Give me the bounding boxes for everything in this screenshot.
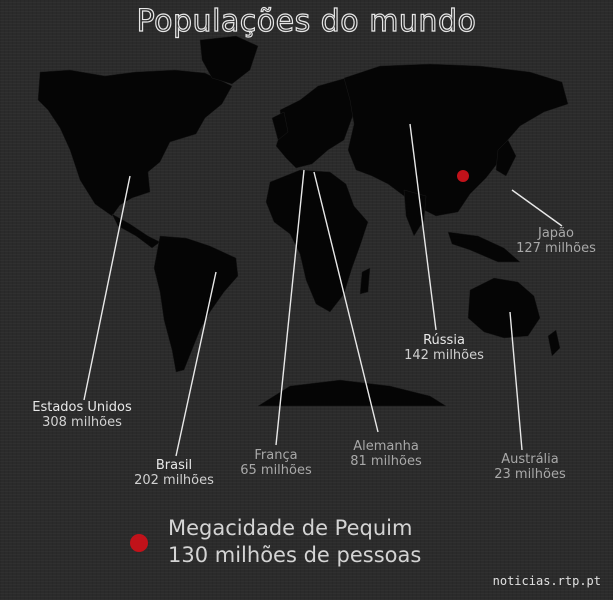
country-name-japan: Japão [538, 226, 574, 241]
label-russia: Rússia 142 milhões [394, 333, 494, 363]
country-population-russia: 142 milhões [404, 348, 484, 363]
new-zealand [547, 329, 561, 357]
madagascar [359, 267, 371, 295]
south-america-landmass [153, 235, 239, 373]
india [403, 189, 427, 237]
country-name-russia: Rússia [423, 333, 465, 348]
leader-line-usa [83, 175, 131, 401]
country-population-france: 65 milhões [240, 463, 312, 478]
africa-landmass [265, 169, 369, 313]
country-name-germany: Alemanha [353, 439, 419, 454]
leader-line-brazil [175, 271, 217, 457]
label-australia: Austrália 23 milhões [480, 452, 580, 482]
british-isles [271, 111, 289, 141]
legend-label: Megacidade de Pequim [168, 516, 413, 540]
country-population-japan: 127 milhões [516, 241, 596, 256]
country-population-germany: 81 milhões [350, 454, 422, 469]
australia-landmass [467, 277, 541, 339]
north-america-landmass [37, 69, 233, 217]
country-name-france: França [254, 448, 298, 463]
asia-landmass [343, 63, 569, 217]
leader-line-australia [509, 311, 523, 451]
leader-line-russia [409, 123, 437, 331]
label-germany: Alemanha 81 milhões [336, 439, 436, 469]
country-population-usa: 308 milhões [42, 415, 122, 430]
map-title: Populações do mundo [136, 3, 477, 39]
label-france: França 65 milhões [226, 448, 326, 478]
greenland [199, 35, 259, 85]
country-population-brazil: 202 milhões [134, 473, 214, 488]
europe-landmass [275, 77, 361, 169]
beijing-marker [457, 170, 469, 182]
country-name-brazil: Brasil [155, 458, 193, 473]
southeast-asia-islands [447, 231, 521, 263]
leader-line-france [275, 169, 305, 446]
legend-value: 130 milhões de pessoas [168, 543, 422, 567]
japan-islands [495, 139, 517, 177]
source-credit: noticias.rtp.pt [492, 574, 601, 588]
leader-line-japan [511, 189, 563, 227]
country-name-usa: Estados Unidos [32, 400, 132, 415]
antarctica [257, 379, 447, 407]
country-population-australia: 23 milhões [494, 467, 566, 482]
label-usa: Estados Unidos 308 milhões [22, 400, 142, 430]
legend: Megacidade de Pequim 130 milhões de pess… [168, 515, 421, 569]
country-name-australia: Austrália [501, 452, 559, 467]
legend-marker [130, 534, 148, 552]
leader-line-germany [313, 171, 379, 433]
label-japan: Japão 127 milhões [500, 226, 612, 256]
label-brazil: Brasil 202 milhões [124, 458, 224, 488]
leader-lines [83, 123, 563, 457]
central-america [111, 213, 161, 249]
